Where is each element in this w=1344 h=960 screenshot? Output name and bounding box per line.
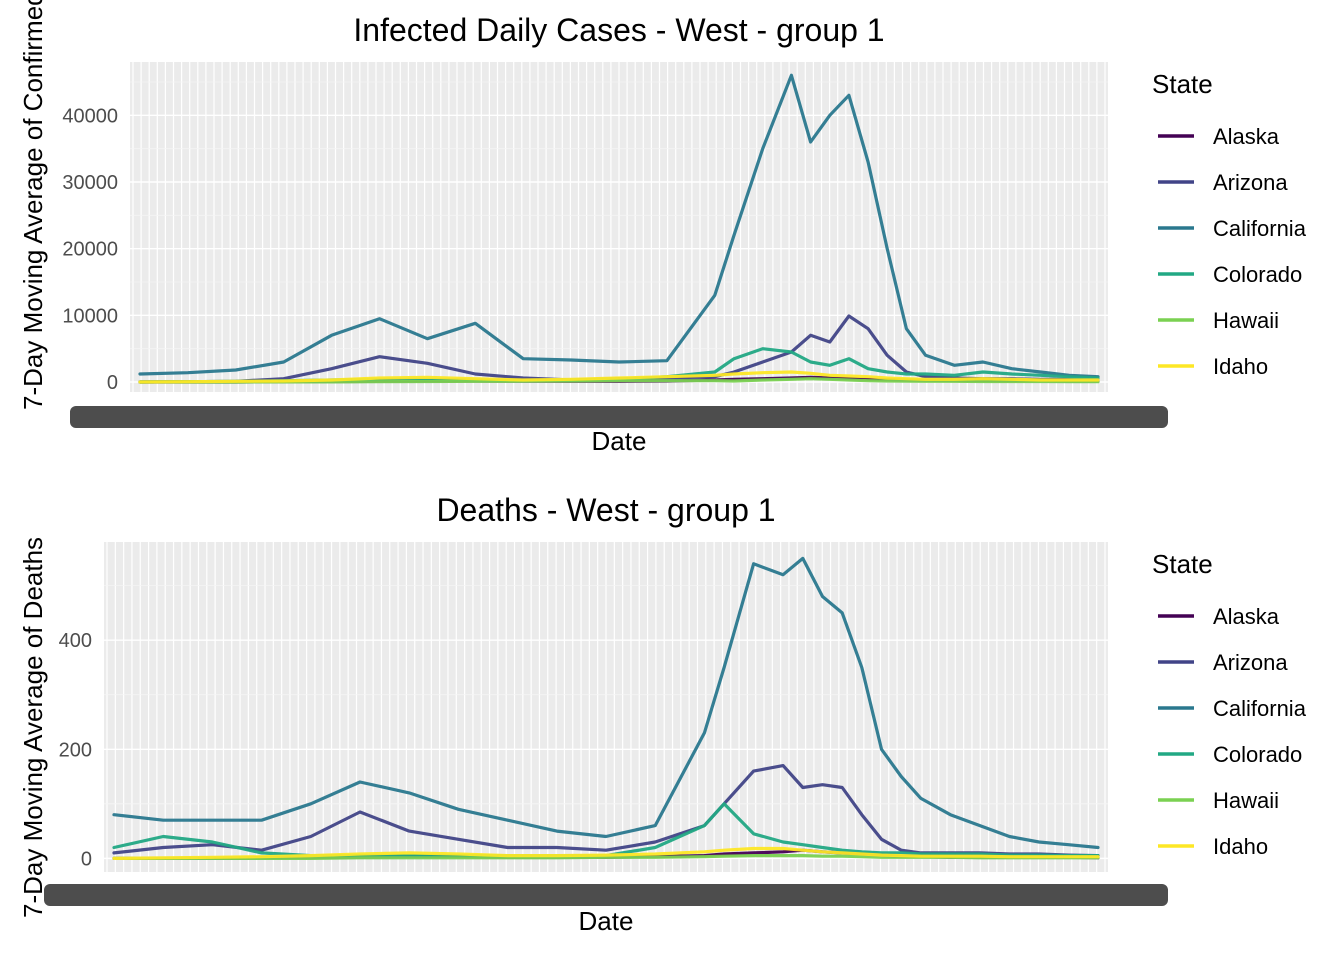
legend-label-colorado: Colorado: [1213, 742, 1302, 767]
legend-label-arizona: Arizona: [1213, 650, 1288, 675]
legend-title: State: [1152, 549, 1213, 579]
chart-title: Infected Daily Cases - West - group 1: [353, 12, 884, 48]
legend-label-alaska: Alaska: [1213, 604, 1280, 629]
x-axis-title: Date: [592, 426, 647, 456]
series-line-idaho: [112, 846, 1100, 861]
legend-label-arizona: Arizona: [1213, 170, 1288, 195]
infected-panel: 0 10000 20000 30000 40000 Infected Daily Case…: [62, 12, 1306, 456]
series-line-california: [112, 556, 1100, 850]
legend-label-california: California: [1213, 216, 1307, 241]
series-line-california: [138, 73, 1100, 379]
y-tick-label: 0: [107, 372, 118, 394]
chart-title: Deaths - West - group 1: [436, 492, 775, 528]
y-tick-label: 30000: [62, 172, 118, 194]
legend-label-idaho: Idaho: [1213, 354, 1268, 379]
series-line-hawaii: [138, 377, 1100, 384]
legend-label-idaho: Idaho: [1213, 834, 1268, 859]
legend-label-hawaii: Hawaii: [1213, 788, 1279, 813]
y-tick-label: 400: [59, 630, 92, 652]
legend-label-california: California: [1213, 696, 1307, 721]
x-axis-title: Date: [579, 906, 634, 936]
legend-label-alaska: Alaska: [1213, 124, 1280, 149]
x-tick-labels-overplotted: [70, 406, 1168, 428]
y-tick-label: 10000: [62, 305, 118, 327]
y-tick-label: 40000: [62, 105, 118, 127]
y-tick-label: 20000: [62, 239, 118, 261]
y-tick-label: 0: [81, 848, 92, 870]
y-axis-title-deaths: 7-Day Moving Average of Deaths: [18, 537, 48, 918]
y-tick-label: 200: [59, 739, 92, 761]
x-tick-labels-overplotted: [44, 884, 1168, 906]
legend-label-hawaii: Hawaii: [1213, 308, 1279, 333]
legend-label-colorado: Colorado: [1213, 262, 1302, 287]
y-axis-title-cases: 7-Day Moving Average of Confirmed Ca: [18, 0, 48, 410]
legend-title: State: [1152, 69, 1213, 99]
series-line-idaho: [138, 370, 1100, 384]
